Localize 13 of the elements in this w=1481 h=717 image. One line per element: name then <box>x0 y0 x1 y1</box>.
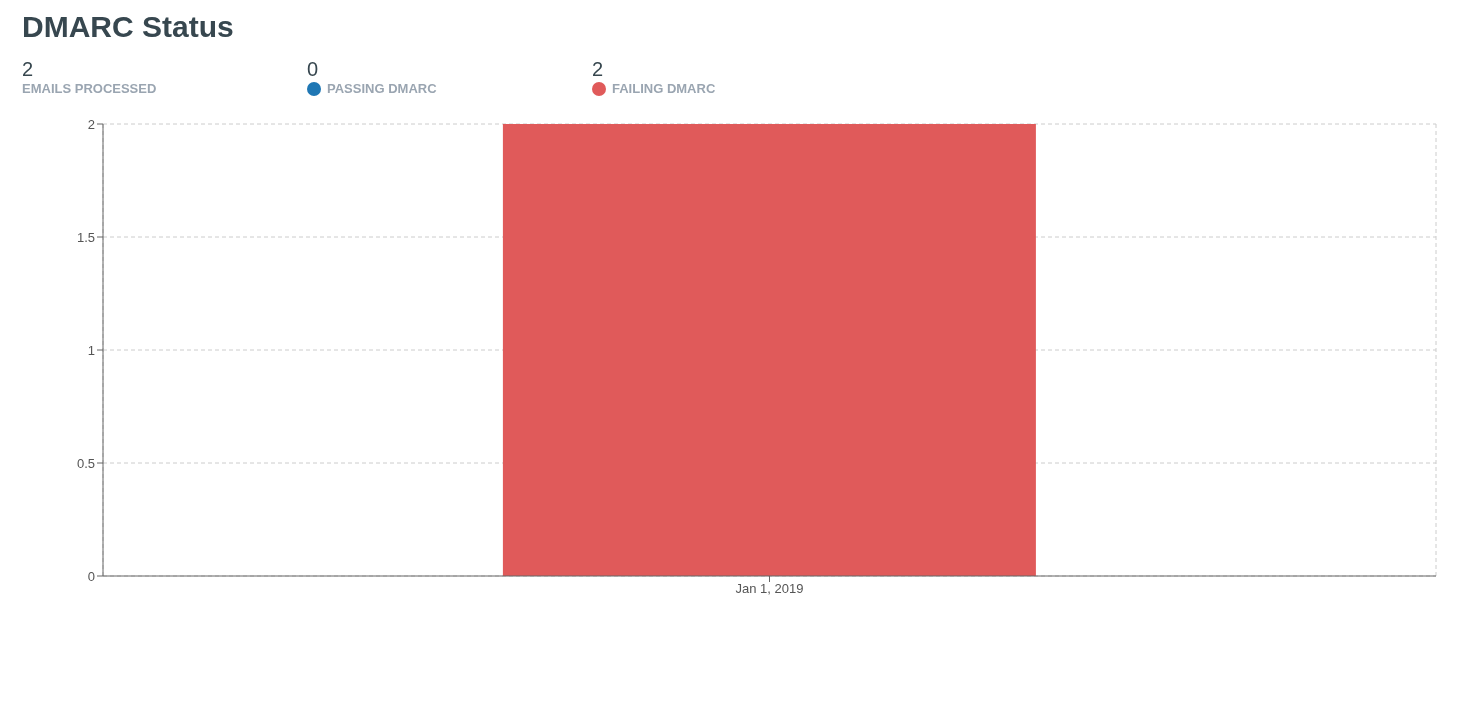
legend-label: PASSING DMARC <box>327 81 437 96</box>
y-tick-label: 1 <box>87 342 95 358</box>
y-tick-label: 2 <box>87 116 95 132</box>
y-tick-label: 0.5 <box>76 455 95 471</box>
chart-title: DMARC Status <box>22 10 235 44</box>
y-tick-label: 0 <box>87 568 95 584</box>
legend-label: FAILING DMARC <box>612 81 716 96</box>
x-tick-label: Jan 1, 2019 <box>735 581 804 597</box>
y-tick-label: 1.5 <box>76 229 95 245</box>
text: 2 <box>592 58 605 81</box>
text: EMAILS PROCESSED <box>22 81 157 96</box>
text: 0 <box>307 58 320 81</box>
text: 2 <box>22 58 35 81</box>
